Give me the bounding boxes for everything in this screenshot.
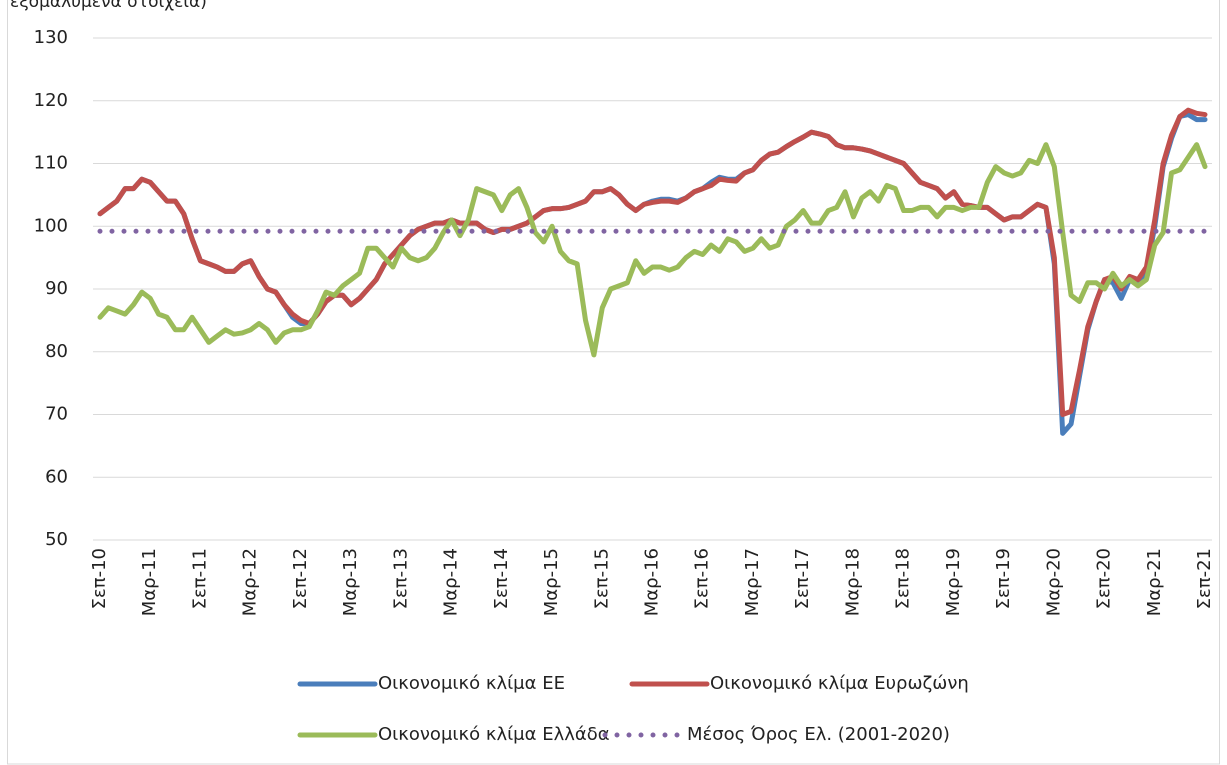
y-tick-label: 60 <box>45 466 68 487</box>
y-tick-label: 100 <box>34 215 68 236</box>
chart-title: εξομαλυμένα στοιχεία) <box>10 0 207 12</box>
x-tick-label: Σεπ-21 <box>1194 548 1215 609</box>
legend-label: Οικονομικό κλίμα Ελλάδα <box>378 724 610 745</box>
x-tick-label: Σεπ-20 <box>1094 548 1115 609</box>
y-tick-label: 50 <box>45 529 68 550</box>
y-tick-label: 80 <box>45 341 68 362</box>
legend-label: Οικονομικό κλίμα Ευρωζώνη <box>710 673 969 694</box>
x-tick-label: Σεπ-12 <box>290 548 311 609</box>
x-tick-label: Σεπ-15 <box>591 548 612 609</box>
x-tick-label: Σεπ-10 <box>89 548 110 609</box>
legend-item: Οικονομικό κλίμα Ευρωζώνη <box>629 673 969 694</box>
y-tick-label: 120 <box>34 90 68 111</box>
x-tick-label: Μαρ-20 <box>1043 548 1064 616</box>
legend-label: Μέσος Όρος Ελ. (2001-2020) <box>687 724 950 745</box>
x-tick-label: Μαρ-19 <box>943 548 964 616</box>
x-tick-label: Μαρ-13 <box>340 548 361 616</box>
y-tick-label: 130 <box>34 27 68 48</box>
x-tick-label: Σεπ-18 <box>893 548 914 609</box>
chart-frame <box>7 0 1220 765</box>
y-tick-label: 110 <box>34 153 68 174</box>
x-tick-label: Μαρ-18 <box>842 548 863 616</box>
x-tick-label: Μαρ-12 <box>240 548 261 616</box>
series-line <box>97 142 1208 358</box>
x-tick-label: Μαρ-21 <box>1144 548 1165 616</box>
legend-item: Οικονομικό κλίμα ΕΕ <box>297 673 565 694</box>
x-tick-label: Σεπ-17 <box>792 548 813 609</box>
x-tick-label: Σεπ-14 <box>491 548 512 609</box>
series-line <box>97 107 1208 417</box>
x-tick-label: Μαρ-15 <box>541 548 562 616</box>
legend-item: Οικονομικό κλίμα Ελλάδα <box>297 724 610 745</box>
x-tick-label: Σεπ-16 <box>692 548 713 609</box>
x-tick-label: Σεπ-11 <box>189 548 210 609</box>
x-tick-label: Μαρ-14 <box>441 548 462 616</box>
legend-label: Οικονομικό κλίμα ΕΕ <box>378 673 565 694</box>
y-tick-label: 90 <box>45 278 68 299</box>
x-tick-label: Μαρ-11 <box>139 548 160 616</box>
x-tick-label: Μαρ-17 <box>742 548 763 616</box>
legend-item: Μέσος Όρος Ελ. (2001-2020) <box>602 724 950 745</box>
x-tick-label: Σεπ-13 <box>390 548 411 609</box>
x-tick-label: Σεπ-19 <box>993 548 1014 609</box>
y-tick-label: 70 <box>45 404 68 425</box>
x-tick-label: Μαρ-16 <box>642 548 663 616</box>
